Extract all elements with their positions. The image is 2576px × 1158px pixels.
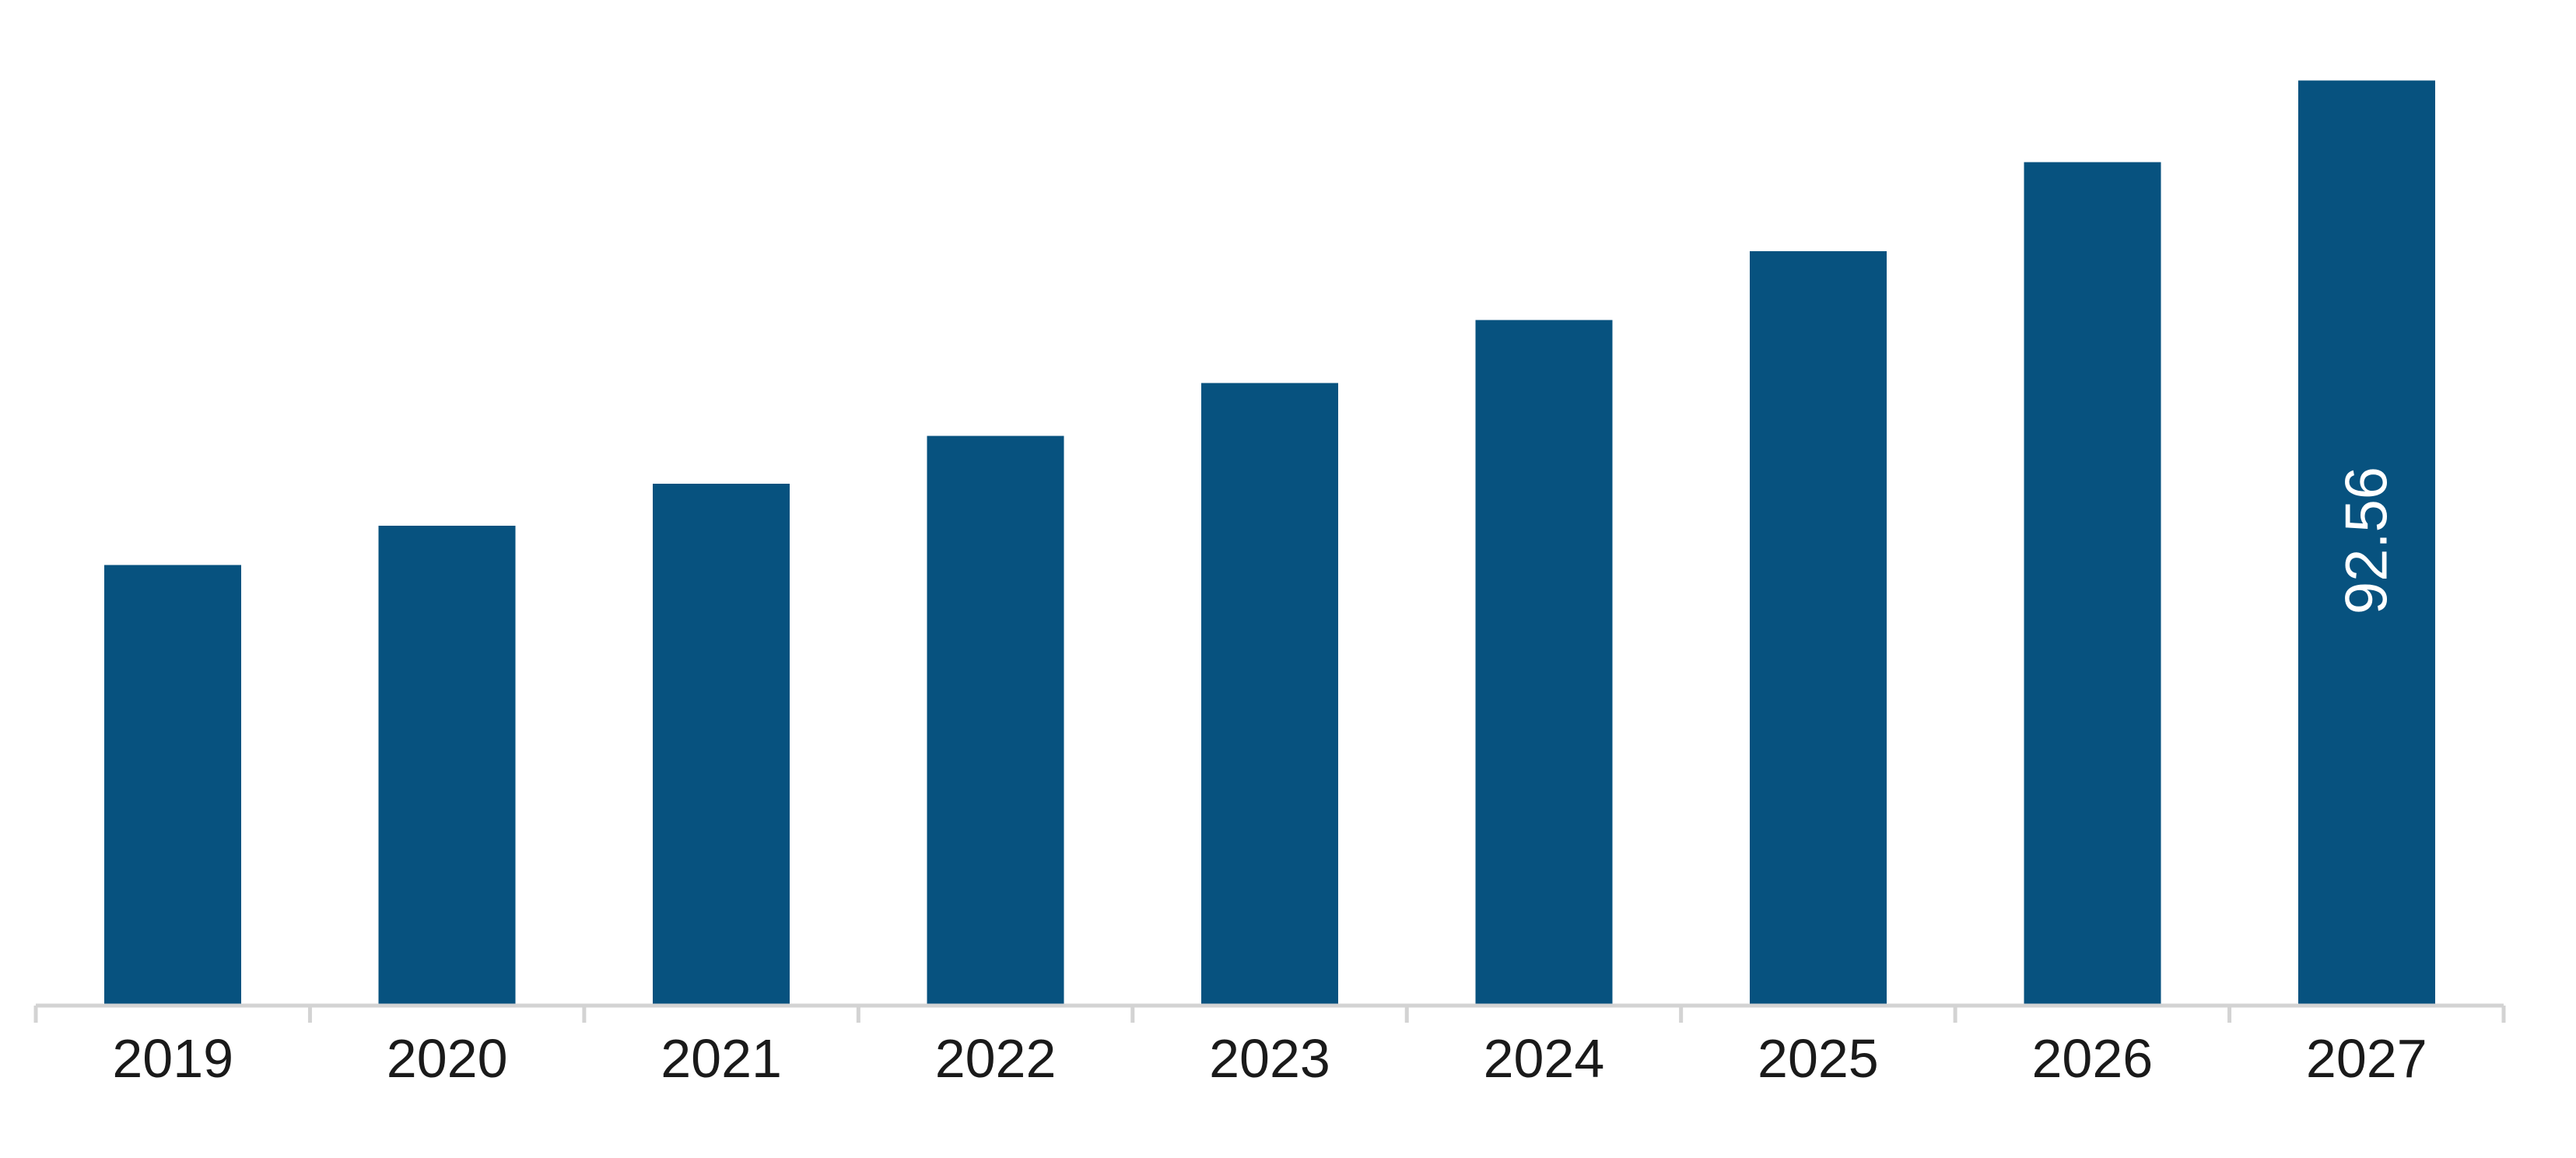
x-tick-label-2021: 2021 [661,1028,782,1089]
bar-2024 [1475,320,1613,1006]
x-tick-label-2023: 2023 [1209,1028,1330,1089]
bar-2021 [653,484,790,1006]
x-tick-label-2025: 2025 [1758,1028,1879,1089]
x-tick-label-2026: 2026 [2031,1028,2153,1089]
x-tick-label-2027: 2027 [2306,1028,2427,1089]
x-tick-labels: 2019 2020 2021 2022 2023 2024 2025 2026 2027 [112,1028,2427,1089]
x-tick-label-2020: 2020 [387,1028,508,1089]
x-tick-label-2022: 2022 [935,1028,1057,1089]
bar-2025 [1749,250,1887,1006]
x-axis [33,1003,2506,1023]
bar-2027 [2297,80,2435,1006]
bars-group [104,80,2435,1006]
data-labels: 92.56 [2333,467,2399,614]
bar-2026 [2024,162,2161,1006]
bar-2023 [1201,383,1338,1006]
bar-2020 [378,526,516,1006]
bar-2022 [927,436,1064,1006]
x-tick-label-2024: 2024 [1484,1028,1605,1089]
x-tick-label-2019: 2019 [112,1028,233,1089]
bar-2019 [104,565,242,1006]
data-label-2027: 92.56 [2333,467,2399,614]
